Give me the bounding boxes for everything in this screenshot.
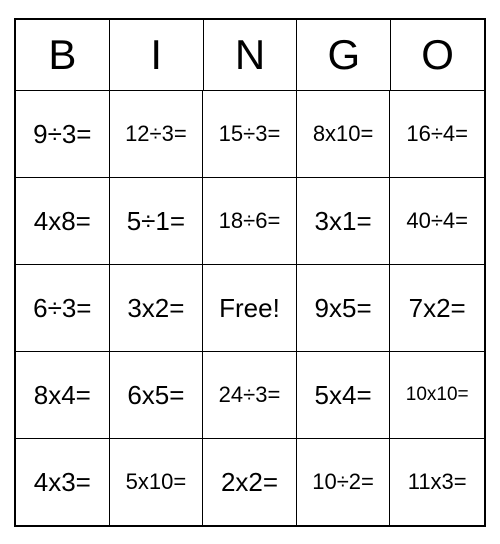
bingo-cell[interactable]: 5x10= bbox=[110, 438, 204, 525]
bingo-header-b: B bbox=[16, 20, 110, 90]
bingo-cell[interactable]: 16÷4= bbox=[390, 90, 484, 177]
bingo-cell[interactable]: 5÷1= bbox=[110, 177, 204, 264]
bingo-cell[interactable]: 9x5= bbox=[297, 264, 391, 351]
bingo-header-g: G bbox=[297, 20, 391, 90]
bingo-cell[interactable]: 3x2= bbox=[110, 264, 204, 351]
bingo-cell[interactable]: 3x1= bbox=[297, 177, 391, 264]
bingo-cell[interactable]: 12÷3= bbox=[110, 90, 204, 177]
bingo-cell[interactable]: 15÷3= bbox=[203, 90, 297, 177]
bingo-cell[interactable]: 6x5= bbox=[110, 351, 204, 438]
bingo-cell[interactable]: 4x3= bbox=[16, 438, 110, 525]
bingo-header-o: O bbox=[391, 20, 484, 90]
bingo-cell[interactable]: 2x2= bbox=[203, 438, 297, 525]
bingo-cell[interactable]: 5x4= bbox=[297, 351, 391, 438]
bingo-cell[interactable]: 18÷6= bbox=[203, 177, 297, 264]
bingo-cell[interactable]: 8x10= bbox=[297, 90, 391, 177]
bingo-cell-free[interactable]: Free! bbox=[203, 264, 297, 351]
bingo-header-n: N bbox=[204, 20, 298, 90]
bingo-header-row: B I N G O bbox=[16, 20, 484, 90]
bingo-cell[interactable]: 4x8= bbox=[16, 177, 110, 264]
bingo-cell[interactable]: 8x4= bbox=[16, 351, 110, 438]
bingo-cell[interactable]: 10x10= bbox=[390, 351, 484, 438]
bingo-card: B I N G O 9÷3= 12÷3= 15÷3= 8x10= 16÷4= 4… bbox=[14, 18, 486, 527]
bingo-cell[interactable]: 7x2= bbox=[390, 264, 484, 351]
bingo-cell[interactable]: 9÷3= bbox=[16, 90, 110, 177]
bingo-grid: 9÷3= 12÷3= 15÷3= 8x10= 16÷4= 4x8= 5÷1= 1… bbox=[16, 90, 484, 525]
bingo-cell[interactable]: 40÷4= bbox=[390, 177, 484, 264]
bingo-cell[interactable]: 6÷3= bbox=[16, 264, 110, 351]
bingo-header-i: I bbox=[110, 20, 204, 90]
bingo-cell[interactable]: 11x3= bbox=[390, 438, 484, 525]
bingo-cell[interactable]: 10÷2= bbox=[297, 438, 391, 525]
bingo-cell[interactable]: 24÷3= bbox=[203, 351, 297, 438]
